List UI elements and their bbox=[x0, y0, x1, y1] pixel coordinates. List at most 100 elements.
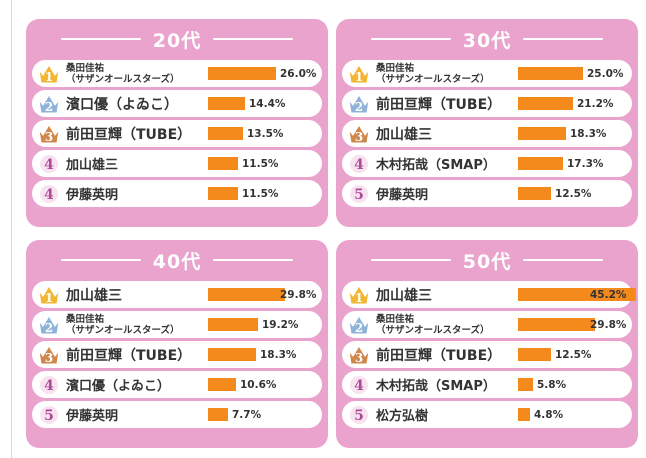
title-rule-left bbox=[370, 259, 451, 261]
rank-number: 5 bbox=[354, 187, 364, 203]
title-rule-right bbox=[523, 38, 604, 40]
rank-crown-icon: 3 bbox=[37, 343, 61, 367]
rank-badge-icon: 4 bbox=[37, 152, 61, 176]
rank-number: 1 bbox=[45, 291, 53, 305]
artist-name: 伊藤英明 bbox=[66, 409, 119, 424]
rank-number: 1 bbox=[355, 291, 363, 305]
rank-crown-icon: 1 bbox=[37, 283, 61, 307]
rank-number: 3 bbox=[355, 351, 363, 365]
rank-crown-icon: 1 bbox=[37, 62, 61, 86]
artist-name: 加山雄三 bbox=[376, 287, 432, 304]
rank-number: 4 bbox=[44, 378, 54, 394]
value-bar bbox=[208, 97, 245, 110]
artist-name: 濱口優（よゐこ） bbox=[66, 96, 178, 113]
value-label: 12.5% bbox=[555, 348, 592, 361]
value-label: 7.7% bbox=[232, 408, 262, 421]
artist-name: 前田亘輝（TUBE） bbox=[66, 347, 192, 364]
rank-badge-icon: 5 bbox=[347, 182, 371, 206]
artist-name: 加山雄三 bbox=[376, 126, 432, 143]
rank-crown-icon: 1 bbox=[347, 62, 371, 86]
ranking-row: 4 伊藤英明 11.5% bbox=[32, 180, 322, 207]
rank-crown-icon: 2 bbox=[347, 313, 371, 337]
panel-title: 50代 bbox=[336, 248, 638, 273]
panel-title-text: 40代 bbox=[152, 250, 202, 273]
rank-number: 1 bbox=[355, 70, 363, 84]
value-label: 45.2% bbox=[590, 288, 627, 301]
rank-number: 4 bbox=[354, 157, 364, 173]
artist-name: 加山雄三 bbox=[66, 158, 119, 173]
panel-title-text: 20代 bbox=[152, 29, 202, 52]
ranking-row: 4 濱口優（よゐこ） 10.6% bbox=[32, 371, 322, 398]
title-rule-left bbox=[370, 38, 451, 40]
value-bar bbox=[518, 67, 583, 80]
rank-number: 3 bbox=[45, 130, 53, 144]
ranking-row: 3 前田亘輝（TUBE） 18.3% bbox=[32, 341, 322, 368]
rank-crown-icon: 3 bbox=[37, 122, 61, 146]
rank-number: 2 bbox=[355, 321, 363, 335]
ranking-row: 1 加山雄三 29.8% bbox=[32, 281, 322, 308]
rank-number: 3 bbox=[355, 130, 363, 144]
value-label: 11.5% bbox=[242, 157, 279, 170]
value-label: 5.8% bbox=[537, 378, 567, 391]
artist-name: 桑田佳祐 （サザンオールスターズ） bbox=[376, 60, 516, 87]
rank-number: 2 bbox=[45, 100, 53, 114]
value-label: 13.5% bbox=[247, 127, 284, 140]
value-label: 18.3% bbox=[570, 127, 607, 140]
artist-name: 松方弘樹 bbox=[376, 409, 429, 424]
ranking-row: 3 加山雄三 18.3% bbox=[342, 120, 632, 147]
value-label: 26.0% bbox=[280, 67, 317, 80]
value-bar bbox=[518, 378, 533, 391]
artist-name: 前田亘輝（TUBE） bbox=[66, 126, 192, 143]
value-label: 17.3% bbox=[567, 157, 604, 170]
rank-crown-icon: 2 bbox=[37, 92, 61, 116]
value-bar bbox=[208, 288, 285, 301]
artist-name: 桑田佳祐 （サザンオールスターズ） bbox=[376, 311, 516, 338]
rank-number: 4 bbox=[354, 378, 364, 394]
rank-badge-icon: 4 bbox=[37, 373, 61, 397]
value-bar bbox=[518, 97, 573, 110]
ranking-row: 2 前田亘輝（TUBE） 21.2% bbox=[342, 90, 632, 117]
rank-crown-icon: 2 bbox=[37, 313, 61, 337]
value-label: 4.8% bbox=[534, 408, 564, 421]
panel-title: 20代 bbox=[26, 27, 328, 52]
rank-crown-icon: 1 bbox=[347, 283, 371, 307]
artist-name-group: （サザンオールスターズ） bbox=[66, 73, 180, 85]
artist-name-main: 桑田佳祐 bbox=[66, 62, 105, 74]
artist-name-main: 桑田佳祐 bbox=[376, 313, 415, 325]
artist-name: 木村拓哉（SMAP） bbox=[376, 158, 496, 173]
title-rule-left bbox=[60, 259, 141, 261]
rank-number: 2 bbox=[45, 321, 53, 335]
ranking-row: 3 前田亘輝（TUBE） 13.5% bbox=[32, 120, 322, 147]
artist-name-main: 桑田佳祐 bbox=[376, 62, 415, 74]
title-rule-left bbox=[60, 38, 141, 40]
value-label: 11.5% bbox=[242, 187, 279, 200]
age-panel-2: 30代 1 桑田佳祐 （サザンオールスターズ） 25.0% 2 前田亘輝（TUBE） 21.2… bbox=[336, 19, 638, 227]
rank-number: 5 bbox=[44, 408, 54, 424]
ranking-row: 1 桑田佳祐 （サザンオールスターズ） 26.0% bbox=[32, 60, 322, 87]
artist-name: 加山雄三 bbox=[66, 287, 122, 304]
value-bar bbox=[518, 187, 551, 200]
title-rule-right bbox=[523, 259, 604, 261]
artist-name-main: 桑田佳祐 bbox=[66, 313, 105, 325]
value-label: 29.8% bbox=[280, 288, 317, 301]
rank-number: 4 bbox=[44, 187, 54, 203]
ranking-row: 4 木村拓哉（SMAP） 17.3% bbox=[342, 150, 632, 177]
rank-badge-icon: 4 bbox=[347, 373, 371, 397]
artist-name-group: （サザンオールスターズ） bbox=[376, 73, 490, 85]
artist-name: 前田亘輝（TUBE） bbox=[376, 347, 502, 364]
value-bar bbox=[208, 348, 256, 361]
ranking-row: 5 松方弘樹 4.8% bbox=[342, 401, 632, 428]
rank-badge-icon: 4 bbox=[37, 182, 61, 206]
artist-name: 濱口優（よゐこ） bbox=[66, 379, 171, 394]
value-bar bbox=[518, 408, 530, 421]
value-bar bbox=[518, 318, 595, 331]
value-bar bbox=[518, 288, 636, 301]
value-bar bbox=[208, 157, 238, 170]
age-panel-3: 40代 1 加山雄三 29.8% 2 桑田佳祐 （サザンオールスターズ） 19.2% 3 前田亘輝… bbox=[26, 240, 328, 448]
ranking-row: 4 木村拓哉（SMAP） 5.8% bbox=[342, 371, 632, 398]
artist-name-group: （サザンオールスターズ） bbox=[376, 324, 490, 336]
ranking-row: 3 前田亘輝（TUBE） 12.5% bbox=[342, 341, 632, 368]
rank-crown-icon: 3 bbox=[347, 343, 371, 367]
rank-crown-icon: 2 bbox=[347, 92, 371, 116]
value-label: 10.6% bbox=[240, 378, 277, 391]
